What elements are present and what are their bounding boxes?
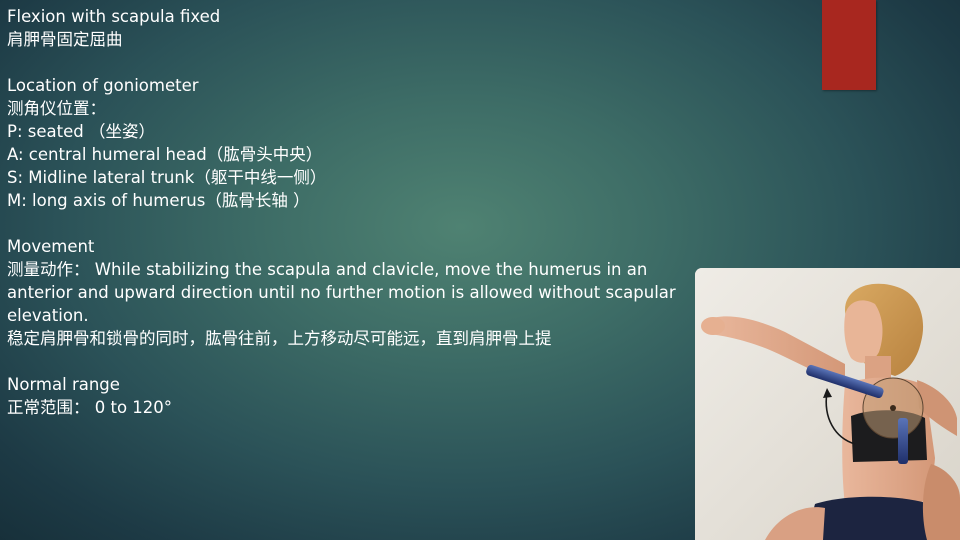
spacer xyxy=(7,212,687,235)
movement-desc: 测量动作： While stabilizing the scapula and … xyxy=(7,260,676,325)
photo-hand xyxy=(701,317,725,335)
location-a: A: central humeral head（肱骨头中央） xyxy=(7,145,323,164)
spacer xyxy=(7,51,687,74)
spacer xyxy=(7,350,687,373)
normal-range-value: 正常范围： 0 to 120° xyxy=(7,398,173,417)
photo-examiner-hand xyxy=(917,380,957,436)
heading-zh: 肩胛骨固定屈曲 xyxy=(7,30,123,49)
goniometer-stationary-arm xyxy=(898,418,908,464)
photo-knee xyxy=(765,507,825,540)
movement-title-en: Movement xyxy=(7,237,95,256)
normal-range-title-en: Normal range xyxy=(7,375,120,394)
location-m: M: long axis of humerus（肱骨长轴 ） xyxy=(7,191,310,210)
photo-face xyxy=(844,300,883,363)
movement-desc-zh: 稳定肩胛骨和锁骨的同时，肱骨往前，上方移动尽可能远，直到肩胛骨上提 xyxy=(7,329,552,348)
location-title-en: Location of goniometer xyxy=(7,76,199,95)
goniometer-center xyxy=(890,405,896,411)
accent-bar xyxy=(822,0,876,90)
photo-shorts xyxy=(805,496,945,540)
movement-arrow-head xyxy=(823,388,832,398)
movement-arrow xyxy=(825,391,856,445)
goniometer-moving-arm xyxy=(806,364,884,399)
photo-examiner-arm xyxy=(922,464,960,540)
goniometer-measurement-photo xyxy=(695,268,960,540)
location-p: P: seated （坐姿） xyxy=(7,122,155,141)
location-title-zh: 测角仪位置： xyxy=(7,99,106,118)
slide-text: Flexion with scapula fixed 肩胛骨固定屈曲 Locat… xyxy=(7,5,687,419)
heading-en: Flexion with scapula fixed xyxy=(7,7,221,26)
location-s: S: Midline lateral trunk（躯干中线一侧） xyxy=(7,168,327,187)
